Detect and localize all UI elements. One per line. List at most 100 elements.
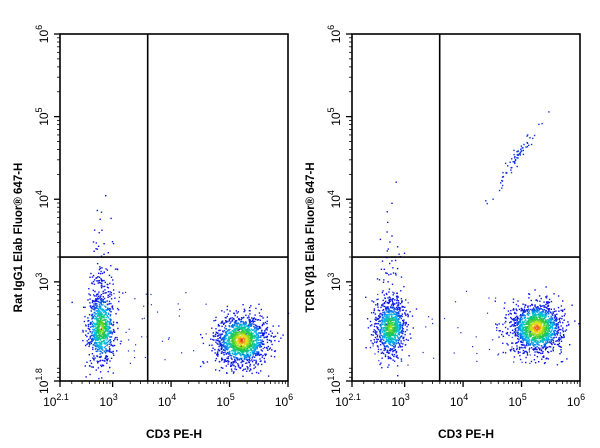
event-dot	[399, 309, 401, 311]
event-dot	[238, 327, 240, 329]
event-dot	[402, 306, 404, 308]
event-dot	[97, 280, 99, 282]
event-dot	[100, 365, 103, 368]
event-dot	[376, 322, 378, 325]
event-dot	[554, 334, 556, 336]
event-dot	[533, 314, 536, 316]
event-dot	[229, 322, 231, 325]
event-dot	[100, 323, 102, 325]
event-dot	[215, 339, 217, 341]
event-dot	[546, 335, 548, 337]
event-dot	[83, 320, 86, 323]
event-dot	[397, 330, 399, 332]
event-dot	[112, 328, 115, 331]
event-dot	[98, 356, 101, 358]
event-dot	[231, 324, 234, 326]
event-dot	[253, 364, 255, 366]
event-dot	[549, 319, 551, 321]
event-dot	[103, 360, 105, 362]
event-dot	[517, 157, 519, 159]
event-dot	[385, 272, 387, 274]
event-dot	[541, 328, 543, 330]
event-dot	[379, 344, 382, 346]
event-dot	[99, 323, 101, 326]
event-dot	[393, 307, 396, 309]
event-dot	[249, 337, 252, 339]
event-dot	[103, 327, 105, 330]
event-dot	[234, 331, 236, 333]
event-dot	[221, 310, 223, 312]
event-dot	[525, 356, 527, 359]
event-dot	[247, 351, 249, 353]
event-dot	[494, 300, 496, 302]
event-dot	[97, 360, 100, 363]
event-dot	[528, 349, 530, 351]
event-dot	[255, 334, 257, 336]
event-dot	[393, 338, 395, 341]
event-dot	[92, 357, 94, 359]
event-dot	[527, 314, 529, 317]
event-dot	[504, 316, 506, 319]
event-dot	[133, 350, 135, 352]
event-dot	[219, 361, 221, 363]
event-dot	[100, 347, 102, 349]
event-dot	[87, 332, 89, 335]
event-dot	[249, 321, 251, 324]
event-dot	[395, 317, 397, 319]
event-dot	[97, 311, 99, 314]
event-dot	[234, 360, 237, 362]
right-population-1	[365, 181, 418, 377]
event-dot	[103, 350, 106, 352]
event-dot	[389, 341, 391, 344]
event-dot	[224, 349, 226, 351]
event-dot	[538, 326, 541, 328]
event-dot	[392, 311, 394, 313]
event-dot	[244, 326, 247, 329]
event-dot	[389, 313, 391, 316]
event-dot	[241, 351, 243, 354]
event-dot	[246, 362, 248, 364]
event-dot	[553, 333, 556, 335]
event-dot	[400, 324, 402, 327]
event-dot	[523, 143, 525, 146]
event-dot	[258, 354, 260, 357]
event-dot	[545, 338, 547, 341]
event-dot	[221, 320, 223, 323]
event-dot	[537, 333, 540, 335]
event-dot	[85, 330, 87, 332]
event-dot	[393, 353, 396, 356]
event-dot	[535, 337, 537, 340]
event-dot	[216, 354, 218, 356]
event-dot	[521, 335, 523, 338]
event-dot	[519, 335, 521, 337]
event-dot	[390, 338, 392, 340]
event-dot	[98, 276, 101, 278]
event-dot	[529, 325, 532, 328]
event-dot	[517, 316, 519, 318]
event-dot	[258, 303, 260, 305]
event-dot	[95, 306, 97, 308]
event-dot	[106, 355, 109, 358]
event-dot	[97, 298, 99, 300]
event-dot	[381, 323, 383, 325]
event-dot	[520, 341, 522, 344]
event-dot	[244, 349, 246, 351]
event-dot	[521, 147, 523, 149]
event-dot	[522, 330, 524, 333]
event-dot	[519, 333, 521, 335]
event-dot	[512, 298, 515, 300]
event-dot	[261, 363, 263, 366]
event-dot	[255, 337, 258, 339]
event-dot	[514, 327, 517, 330]
event-dot	[217, 340, 220, 342]
event-dot	[240, 320, 242, 323]
event-dot	[381, 304, 383, 307]
event-dot	[236, 327, 239, 329]
event-dot	[225, 334, 227, 336]
event-dot	[248, 332, 251, 334]
event-dot	[401, 326, 403, 329]
event-dot	[102, 349, 104, 351]
event-dot	[387, 336, 389, 338]
event-dot	[384, 311, 386, 313]
event-dot	[401, 329, 404, 331]
